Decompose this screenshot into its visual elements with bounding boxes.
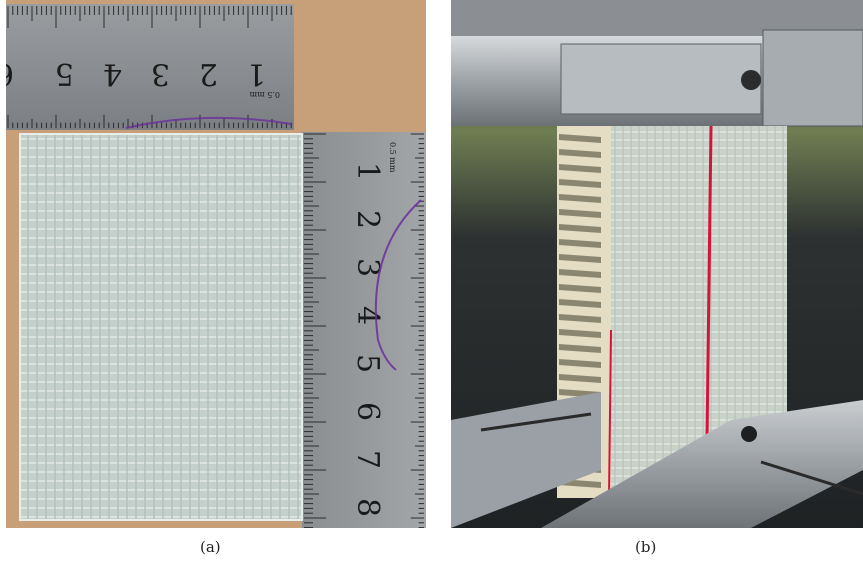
caption-a: (a) [200, 538, 221, 556]
red-marker-line [705, 125, 713, 441]
honeycomb-core-cell [559, 179, 601, 188]
side-ruler-number: 5 [350, 354, 385, 373]
honeycomb-core-cell [559, 224, 601, 233]
honeycomb-core-cell [559, 314, 601, 323]
top-ruler-number: 1 [247, 56, 266, 91]
specimen-photo-a: 6 5 4 3 2 1 0.5 mm 1 2 3 4 5 6 7 8 [6, 0, 426, 528]
honeycomb-core-cell [559, 344, 601, 353]
top-ruler-number: 5 [55, 56, 74, 91]
honeycomb-core-cell [559, 254, 601, 263]
side-ruler-number: 1 [350, 162, 385, 181]
top-ruler: 6 5 4 3 2 1 0.5 mm [6, 4, 294, 130]
specimen-photo-b [451, 0, 863, 528]
side-ruler-number: 4 [350, 306, 385, 325]
side-ruler-number: 2 [350, 210, 385, 229]
side-ruler-number: 7 [350, 450, 385, 469]
caption-b: (b) [635, 538, 657, 556]
honeycomb-core-cell [559, 194, 601, 203]
honeycomb-core-cell [559, 329, 601, 338]
top-ruler-unit: 0.5 mm [249, 90, 280, 99]
side-ruler-number: 8 [350, 498, 385, 517]
side-ruler-number: 6 [350, 402, 385, 421]
honeycomb-core-cell [559, 149, 601, 158]
honeycomb-core-cell [559, 284, 601, 293]
photo-panel-b [451, 0, 863, 528]
side-ruler-unit: 0.5 mm [388, 142, 397, 173]
top-ruler-number: 4 [103, 56, 122, 91]
purple-mark [125, 116, 292, 129]
lower-fixture [451, 392, 863, 528]
photo-panel-a: 6 5 4 3 2 1 0.5 mm 1 2 3 4 5 6 7 8 [6, 0, 426, 528]
side-ruler-number: 3 [350, 258, 385, 277]
honeycomb-core-cell [559, 134, 601, 143]
side-ruler: 1 2 3 4 5 6 7 8 0.5 mm [302, 132, 426, 528]
honeycomb-core-cell [559, 164, 601, 173]
honeycomb-core-cell [559, 374, 601, 383]
honeycomb-core-cell [559, 359, 601, 368]
purple-mark [374, 199, 422, 371]
honeycomb-core-cell [559, 209, 601, 218]
upper-clamp [451, 0, 863, 127]
honeycomb-core-cell [559, 299, 601, 308]
red-marker-edge [608, 329, 612, 499]
top-ruler-number: 2 [199, 56, 218, 91]
top-ruler-number: 6 [6, 56, 14, 91]
honeycomb-core-cell [559, 239, 601, 248]
top-ruler-number: 3 [151, 56, 170, 91]
specimen-face-sheet [19, 133, 303, 521]
top-ruler-numbers: 6 5 4 3 2 1 [6, 56, 266, 91]
honeycomb-core-cell [559, 269, 601, 278]
